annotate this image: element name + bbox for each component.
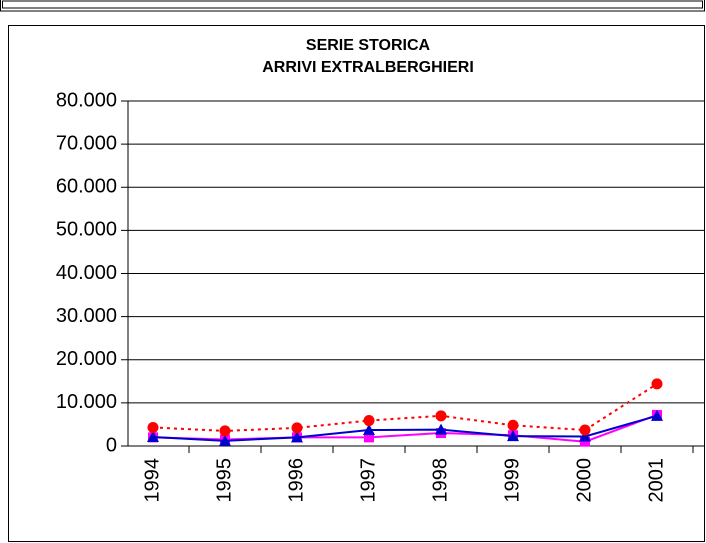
y-tick-label: 80.000	[56, 89, 117, 111]
chart-title: ARRIVI EXTRALBERGHIERI	[262, 59, 474, 76]
x-tick-label: 1997	[357, 458, 379, 503]
marker	[651, 409, 663, 421]
marker	[219, 425, 231, 437]
marker	[363, 415, 375, 427]
x-tick-label: 1998	[429, 458, 451, 503]
y-tick-label: 60.000	[56, 176, 117, 198]
x-tick-label: 1994	[141, 458, 163, 503]
y-tick-label: 40.000	[56, 262, 117, 284]
marker	[435, 410, 447, 422]
marker	[579, 424, 591, 436]
marker	[580, 436, 590, 447]
y-tick-label: 20.000	[56, 348, 117, 370]
series-line	[152, 414, 658, 443]
marker	[147, 430, 159, 442]
y-tick-label: 50.000	[56, 219, 117, 241]
x-tick-label: 1996	[285, 458, 307, 503]
marker	[291, 431, 303, 443]
chart-title: SERIE STORICA	[306, 37, 431, 54]
y-tick-label: 70.000	[56, 132, 117, 154]
y-tick-label: 10.000	[56, 391, 117, 413]
marker	[147, 421, 159, 433]
x-tick-label: 1995	[213, 458, 235, 503]
series-line	[152, 383, 658, 432]
marker	[507, 419, 519, 431]
y-tick-label: 0	[106, 434, 117, 456]
chart-frame	[8, 25, 705, 542]
x-tick-label: 1999	[501, 458, 523, 503]
marker	[579, 430, 591, 442]
series-line	[152, 414, 658, 442]
y-tick-label: 30.000	[56, 305, 117, 327]
marker	[435, 423, 447, 435]
marker	[651, 378, 663, 390]
previous-chart-frame	[0, 0, 705, 12]
marker	[363, 424, 375, 436]
x-tick-label: 2001	[645, 458, 667, 503]
previous-chart-inner-frame	[2, 0, 703, 9]
marker	[364, 432, 374, 443]
marker	[507, 430, 519, 442]
marker	[219, 434, 231, 446]
marker	[291, 422, 303, 434]
x-tick-label: 2000	[573, 458, 595, 503]
